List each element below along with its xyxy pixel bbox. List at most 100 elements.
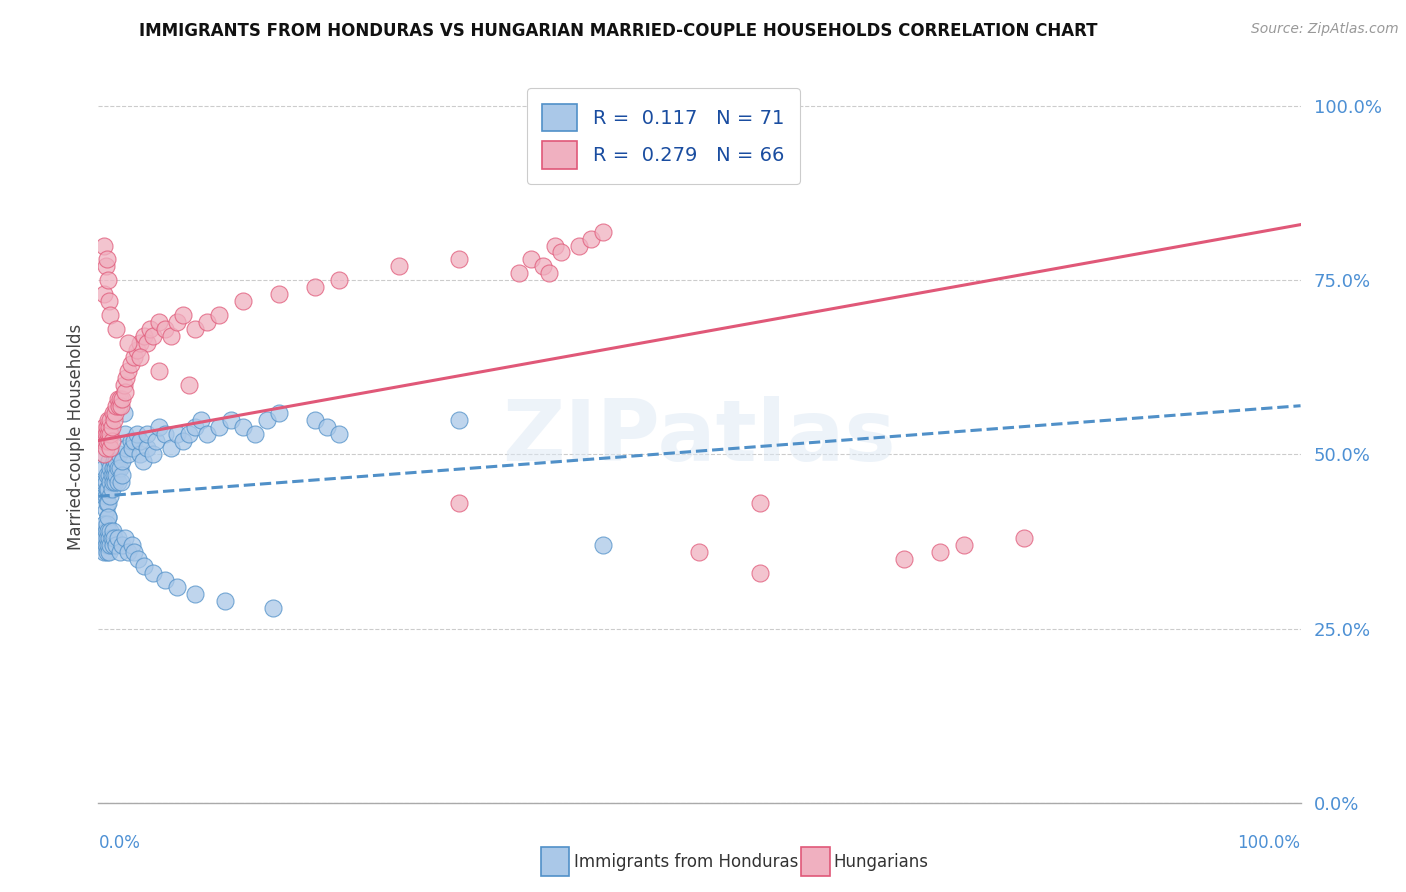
Point [107, 475, 129, 490]
Point [153, 573, 176, 587]
Point [93, 448, 115, 462]
Point [100, 419, 122, 434]
Point [208, 419, 231, 434]
Point [97, 426, 120, 441]
Point [100, 434, 122, 448]
Point [139, 322, 162, 336]
Point [111, 454, 134, 468]
Y-axis label: Married-couple Households: Married-couple Households [66, 324, 84, 550]
Point [304, 412, 326, 426]
Point [148, 364, 170, 378]
Point [121, 441, 143, 455]
Point [232, 419, 254, 434]
Point [97, 412, 120, 426]
Point [262, 600, 284, 615]
Point [141, 566, 163, 580]
Point [94, 441, 117, 455]
Point [107, 392, 129, 406]
Point [97, 524, 120, 538]
Point [100, 308, 122, 322]
Point [117, 545, 139, 559]
Point [115, 441, 138, 455]
Text: 0.0%: 0.0% [98, 834, 141, 852]
Legend: R =  0.117   N = 71, R =  0.279   N = 66: R = 0.117 N = 71, R = 0.279 N = 66 [527, 88, 800, 185]
Point [132, 329, 155, 343]
Text: 100.0%: 100.0% [1237, 834, 1301, 852]
Point [108, 399, 131, 413]
Point [101, 524, 124, 538]
Text: Immigrants from Honduras: Immigrants from Honduras [574, 853, 799, 871]
Point [112, 377, 135, 392]
Point [135, 336, 157, 351]
Point [183, 587, 205, 601]
Point [135, 441, 157, 455]
Point [117, 448, 139, 462]
Point [124, 545, 146, 559]
Point [105, 399, 128, 413]
Point [568, 238, 591, 252]
Point [105, 454, 128, 468]
Point [166, 315, 188, 329]
Point [100, 441, 122, 455]
Point [688, 545, 710, 559]
Point [748, 566, 770, 580]
Point [93, 531, 115, 545]
Point [141, 448, 163, 462]
Point [508, 266, 530, 280]
Point [97, 496, 120, 510]
Point [96, 434, 118, 448]
Point [111, 392, 134, 406]
Point [550, 245, 572, 260]
Text: IMMIGRANTS FROM HONDURAS VS HUNGARIAN MARRIED-COUPLE HOUSEHOLDS CORRELATION CHAR: IMMIGRANTS FROM HONDURAS VS HUNGARIAN MA… [139, 22, 1098, 40]
Point [98, 468, 121, 483]
Point [315, 419, 337, 434]
Point [111, 468, 134, 483]
Point [172, 308, 194, 322]
Point [100, 483, 122, 497]
Point [96, 517, 118, 532]
Point [183, 419, 205, 434]
Point [748, 496, 770, 510]
Point [93, 517, 115, 532]
Point [93, 461, 115, 475]
Point [208, 308, 231, 322]
Point [520, 252, 543, 267]
Point [105, 468, 128, 483]
Point [110, 475, 132, 490]
Point [267, 287, 290, 301]
Point [538, 266, 561, 280]
Point [120, 357, 142, 371]
Point [129, 448, 152, 462]
Point [104, 406, 127, 420]
Point [93, 448, 115, 462]
Point [129, 350, 152, 364]
Point [153, 426, 176, 441]
Point [115, 371, 138, 385]
Point [93, 475, 115, 490]
Point [928, 545, 950, 559]
Point [100, 475, 122, 490]
Point [232, 294, 254, 309]
Point [103, 468, 125, 483]
Point [94, 538, 117, 552]
Point [145, 434, 167, 448]
Point [103, 454, 125, 468]
Point [195, 315, 218, 329]
Point [98, 434, 121, 448]
Point [110, 399, 132, 413]
Point [97, 273, 120, 287]
Point [108, 392, 131, 406]
Point [96, 545, 118, 559]
Point [103, 412, 125, 426]
Point [243, 426, 266, 441]
Point [129, 434, 152, 448]
Point [447, 412, 470, 426]
Point [100, 426, 122, 441]
Point [93, 238, 115, 252]
Point [153, 322, 176, 336]
Point [107, 531, 129, 545]
Point [101, 461, 124, 475]
Point [120, 434, 142, 448]
Point [148, 315, 170, 329]
Point [132, 454, 155, 468]
